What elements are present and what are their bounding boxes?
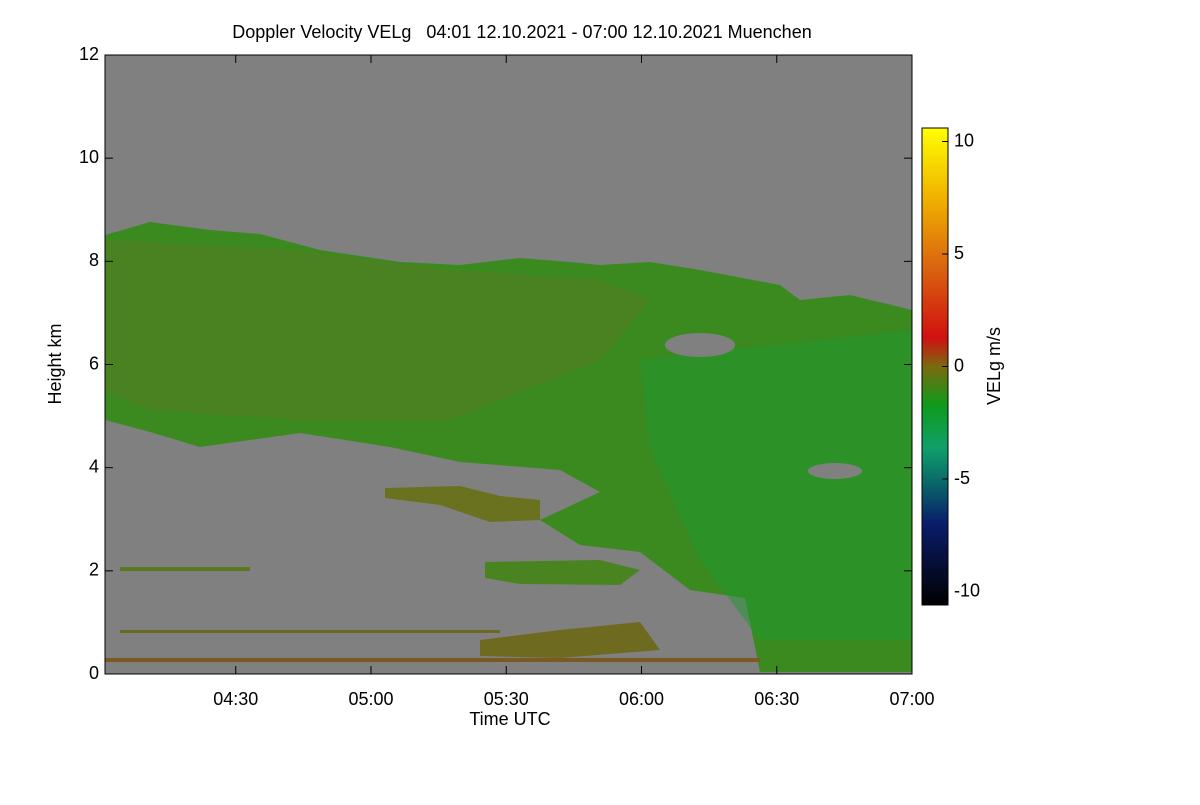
x-tick-label: 04:30 bbox=[213, 689, 258, 709]
cloud-region bbox=[385, 486, 540, 522]
colorbar-tick-label: -5 bbox=[954, 468, 970, 488]
x-tick-label: 05:30 bbox=[484, 689, 529, 709]
cloud-streak bbox=[120, 630, 500, 633]
colorbar-tick-label: -10 bbox=[954, 580, 980, 600]
x-tick-label: 05:00 bbox=[348, 689, 393, 709]
chart-title: Doppler Velocity VELg 04:01 12.10.2021 -… bbox=[232, 22, 811, 42]
y-tick-label: 12 bbox=[79, 44, 99, 64]
y-tick-label: 8 bbox=[89, 250, 99, 270]
colorbar-tick-label: 5 bbox=[954, 243, 964, 263]
cloud-region bbox=[480, 622, 660, 658]
x-tick-label: 06:30 bbox=[754, 689, 799, 709]
cloud-gap bbox=[665, 333, 735, 357]
cloud-texture bbox=[105, 240, 650, 420]
y-tick-label: 4 bbox=[89, 456, 99, 476]
y-tick-label: 0 bbox=[89, 663, 99, 683]
cloud-texture bbox=[640, 330, 912, 640]
cloud-streak bbox=[120, 567, 250, 571]
y-tick-label: 10 bbox=[79, 147, 99, 167]
y-axis-label: Height km bbox=[45, 323, 65, 404]
colorbar-tick-label: 0 bbox=[954, 355, 964, 375]
y-tick-label: 6 bbox=[89, 353, 99, 373]
colorbar-label: VELg m/s bbox=[984, 327, 1004, 405]
colorbar-tick-label: 10 bbox=[954, 130, 974, 150]
cloud-region bbox=[485, 560, 640, 585]
cloud-gap bbox=[808, 463, 862, 479]
y-tick-label: 2 bbox=[89, 560, 99, 580]
x-tick-label: 06:00 bbox=[619, 689, 664, 709]
x-axis-label: Time UTC bbox=[469, 709, 550, 729]
plot-area bbox=[104, 54, 913, 675]
surface-layer bbox=[105, 658, 760, 662]
x-tick-label: 07:00 bbox=[889, 689, 934, 709]
